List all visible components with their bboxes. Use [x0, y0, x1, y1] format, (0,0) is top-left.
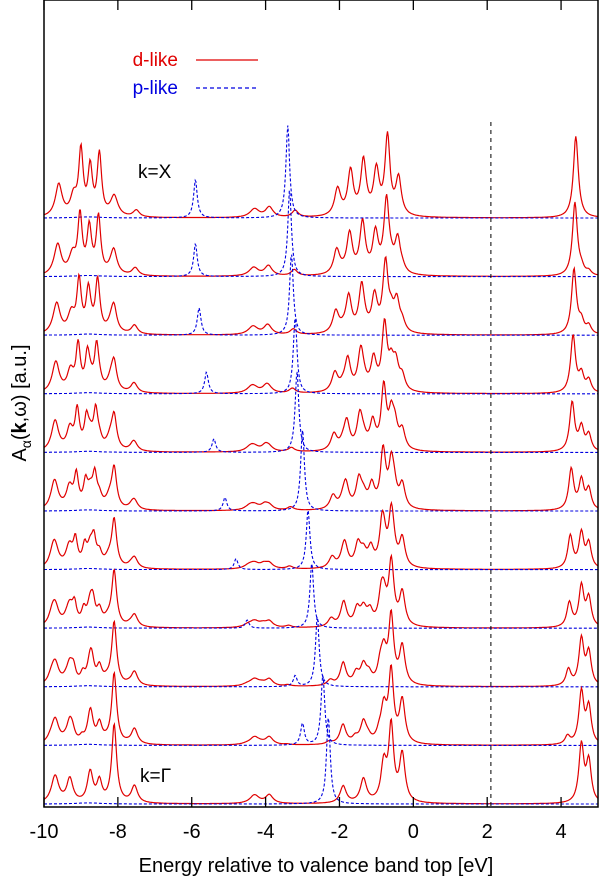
annotation-k-x: k=X — [138, 162, 172, 183]
x-tick-label: -6 — [183, 821, 201, 843]
p-like-curve — [44, 190, 598, 278]
p-like-curve — [44, 675, 598, 746]
x-tick-label: 0 — [408, 821, 419, 843]
d-like-curve — [43, 500, 599, 570]
p-like-curve — [44, 616, 598, 688]
d-like-curve — [43, 608, 599, 688]
x-tick-label: -8 — [109, 821, 127, 843]
x-ticks: -10 -8 -6 -4 -2 0 2 4 — [30, 0, 567, 843]
p-like-curve — [44, 563, 598, 629]
x-axis-label: Energy relative to valence band top [eV] — [139, 855, 494, 877]
p-like-curve — [44, 718, 598, 805]
y-axis-label-rest: ,ω) [a.u.] — [9, 344, 31, 422]
x-tick-label: -10 — [30, 821, 59, 843]
p-like-curve — [44, 254, 598, 336]
legend-label-d-like: d-like — [133, 50, 178, 71]
p-like-curve — [44, 318, 598, 395]
x-tick-label: -2 — [331, 821, 349, 843]
d-like-curve — [43, 444, 599, 512]
p-like-curve — [44, 430, 598, 512]
legend-label-p-like: p-like — [133, 78, 178, 99]
y-axis-label-sub: α — [18, 440, 34, 448]
d-like-curve — [43, 194, 599, 277]
p-like-curve — [44, 125, 598, 219]
x-tick-label: 2 — [482, 821, 493, 843]
x-tick-label: 4 — [556, 821, 567, 843]
curves-layer — [43, 125, 599, 805]
d-like-curve — [43, 717, 599, 805]
y-axis-label-bold: k — [9, 421, 31, 433]
d-like-curve — [43, 379, 599, 453]
p-like-curve — [44, 371, 598, 453]
annotation-k-gamma: k=Γ — [140, 766, 171, 787]
d-like-curve — [43, 131, 599, 219]
d-like-curve — [43, 317, 599, 395]
y-axis-label-main: A — [9, 448, 31, 462]
d-like-curve — [43, 255, 599, 336]
x-tick-label: -4 — [257, 821, 275, 843]
plot-frame — [43, 0, 599, 808]
y-axis-label-open: ( — [9, 433, 31, 440]
y-axis-label: Aα(k,ω) [a.u.] — [9, 344, 34, 461]
legend: d-like p-like — [133, 50, 258, 99]
p-like-curve — [44, 510, 598, 571]
